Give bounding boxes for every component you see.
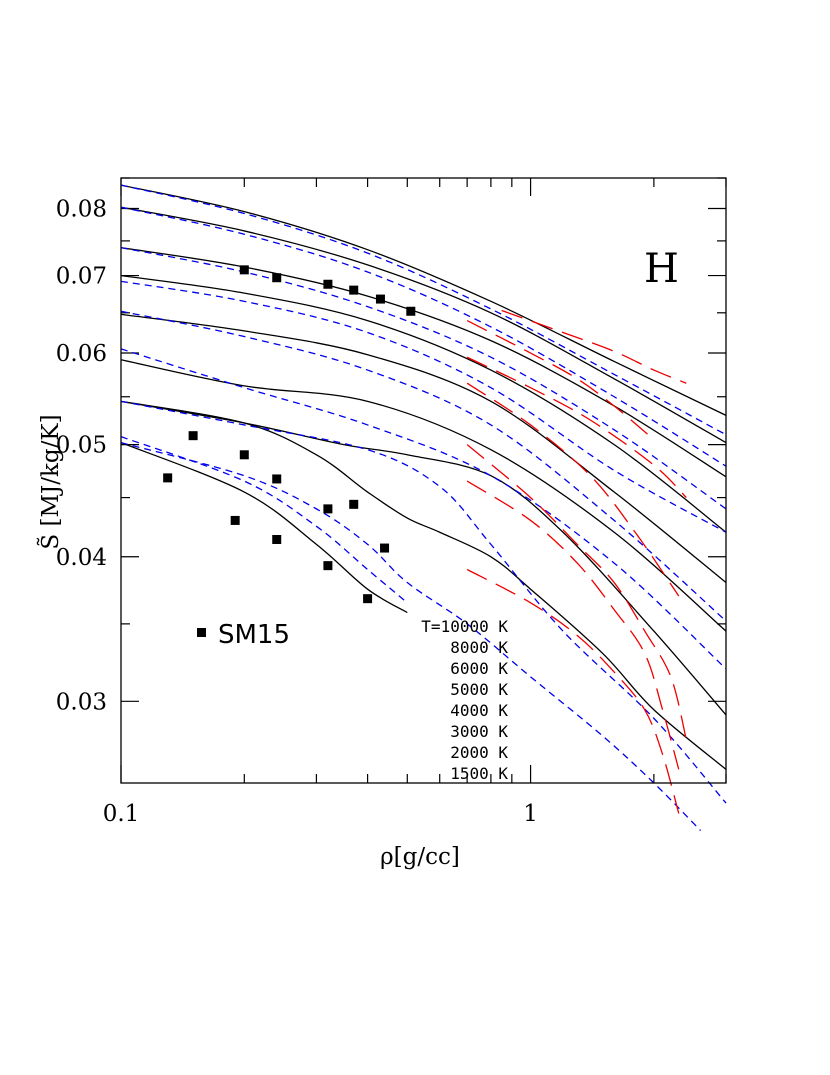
x-tick-label: 1: [523, 801, 538, 827]
sm15-point: [163, 473, 173, 483]
series-line-dashed-16: [120, 442, 702, 831]
legend-entry-2000k: 2000 K: [450, 743, 508, 762]
sm15-point: [188, 431, 198, 441]
sm15-point: [349, 285, 359, 295]
tick-labels: 0.1 1 0.03 0.04 0.05 0.06 0.07 0.08: [56, 196, 538, 827]
series-line-dashed-17: [120, 436, 408, 604]
legend-entry-5000k: 5000 K: [450, 680, 508, 699]
sm15-point: [349, 499, 359, 509]
sm15-point: [239, 450, 249, 460]
series-line-longdash-19: [466, 320, 655, 441]
series-line-dashed-13: [120, 310, 727, 622]
series-line-dashed-9: [120, 184, 727, 436]
sm15-point: [323, 279, 333, 289]
sm15-point: [272, 273, 282, 283]
y-tick-label: 0.06: [56, 341, 107, 367]
series-line-dashed-14: [120, 348, 727, 670]
series-line-solid-5: [120, 359, 727, 632]
legend-entry-3000k: 3000 K: [450, 722, 508, 741]
legend-entry-1500k: 1500 K: [450, 764, 508, 783]
sm15-point: [272, 534, 282, 544]
series-line-solid-7: [120, 400, 727, 770]
legend-entry-6000k: 6000 K: [450, 659, 508, 678]
series-line-longdash-24: [466, 568, 680, 814]
series-line-solid-0: [120, 184, 727, 416]
series-lines: [120, 184, 727, 831]
sm15-point: [406, 306, 416, 316]
sm15-point: [363, 594, 373, 604]
series-line-longdash-22: [466, 444, 687, 740]
y-tick-label: 0.07: [56, 264, 107, 290]
y-tick-label: 0.04: [56, 545, 107, 571]
series-line-solid-2: [120, 246, 727, 478]
series-line-solid-3: [120, 274, 727, 533]
panel-label: H: [644, 246, 679, 292]
sm15-point: [323, 561, 333, 571]
series-line-dashed-15: [120, 400, 727, 804]
y-tick-label: 0.08: [56, 196, 107, 222]
series-line-dashed-12: [120, 280, 727, 533]
series-line-dashed-11: [120, 247, 727, 510]
series-line-longdash-21: [466, 382, 680, 597]
sm15-point: [323, 504, 333, 514]
y-axis-title: S̃ [MJ/kg/K]: [38, 414, 64, 549]
sm15-markers: [163, 265, 416, 604]
series-line-solid-4: [120, 313, 727, 584]
sm15-point: [375, 294, 385, 304]
sm15-point: [239, 265, 249, 275]
sm15-legend-label: SM15: [218, 620, 290, 650]
sm15-legend-marker: [197, 628, 206, 637]
sm15-point: [230, 515, 240, 525]
temperature-legend: T=10000 K 8000 K 6000 K 5000 K 4000 K 30…: [421, 617, 508, 783]
sm15-point: [272, 474, 282, 484]
x-tick-label: 0.1: [103, 801, 140, 827]
sm15-legend: SM15: [197, 620, 290, 650]
series-line-solid-8: [120, 442, 408, 614]
x-axis-title: ρ[g/cc]: [380, 844, 460, 870]
axis-ticks: [120, 177, 727, 783]
legend-entry-4000k: 4000 K: [450, 701, 508, 720]
y-tick-label: 0.05: [56, 433, 107, 459]
y-tick-label: 0.03: [56, 689, 107, 715]
series-line-solid-1: [120, 206, 727, 444]
series-line-longdash-18: [501, 309, 687, 384]
legend-entry-8000k: 8000 K: [450, 638, 508, 657]
series-line-dashed-10: [120, 206, 727, 467]
series-line-solid-6: [120, 400, 727, 716]
sm15-point: [380, 543, 390, 553]
legend-entry-10000k: T=10000 K: [421, 617, 508, 636]
series-line-longdash-20: [466, 356, 687, 499]
plot-frame: [120, 177, 727, 784]
series-line-longdash-23: [466, 480, 680, 770]
